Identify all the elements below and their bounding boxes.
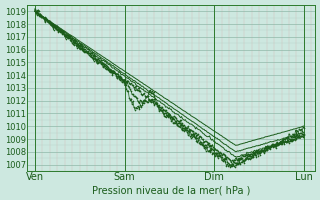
X-axis label: Pression niveau de la mer( hPa ): Pression niveau de la mer( hPa )	[92, 185, 251, 195]
